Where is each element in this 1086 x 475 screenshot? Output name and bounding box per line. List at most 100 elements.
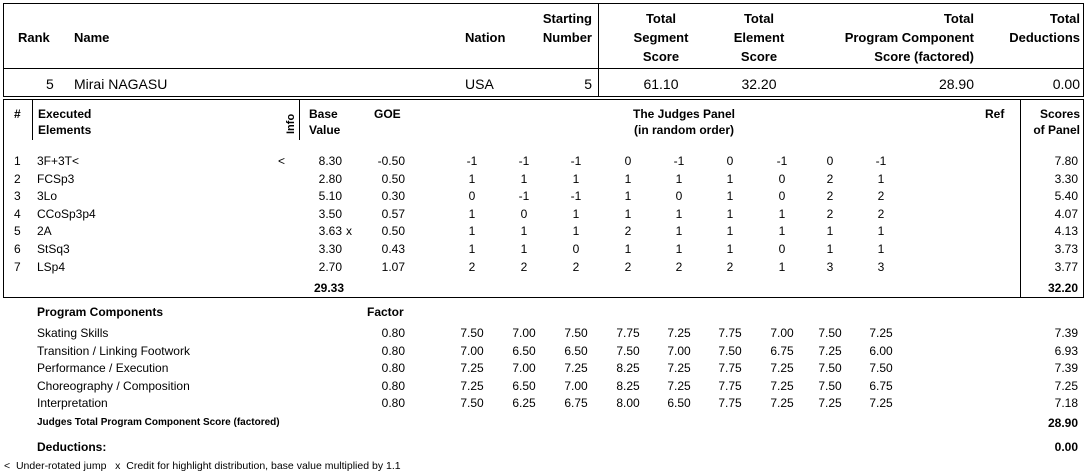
judge-mark: 7.25 [770, 378, 794, 393]
divider [32, 100, 33, 140]
judge-mark: 6.75 [564, 396, 588, 411]
element-score: 7.80 [1054, 154, 1078, 168]
component-name: Performance / Execution [37, 361, 169, 376]
element-score: 5.40 [1054, 189, 1078, 204]
judge-mark: 1 [675, 224, 683, 239]
judge-mark: 7.25 [770, 396, 794, 411]
judge-mark: 6.00 [869, 343, 893, 358]
judge-mark: 0 [468, 189, 476, 204]
judge-mark: 2 [826, 189, 834, 204]
component-name: Transition / Linking Footwork [37, 343, 190, 358]
judge-mark: 1 [624, 189, 632, 204]
judge-mark: -1 [570, 189, 582, 204]
judge-mark: 0 [520, 206, 528, 221]
judge-mark: 1 [675, 171, 683, 186]
skater-name: Mirai NAGASU [74, 76, 168, 92]
nation-value: USA [465, 76, 494, 92]
judge-mark: 7.00 [512, 326, 536, 340]
judge-mark: 3 [826, 259, 834, 274]
element-number: 3 [14, 189, 21, 204]
judge-mark: 7.25 [667, 326, 691, 340]
judge-mark: 6.75 [869, 378, 893, 393]
element-name: FCSp3 [37, 171, 75, 186]
judge-mark: 7.25 [460, 378, 484, 393]
judge-mark: 0 [826, 154, 834, 168]
judge-mark: 2 [675, 259, 683, 274]
divider [299, 100, 300, 140]
element-goe: 0.43 [381, 242, 405, 256]
judge-mark: 7.75 [718, 396, 742, 411]
element-base-value: 2.80 [318, 171, 342, 186]
ref-header: Ref [985, 107, 1005, 121]
judge-mark: 1 [778, 259, 786, 274]
element-goe: 0.30 [381, 189, 405, 204]
component-score: 7.25 [1054, 378, 1078, 393]
judge-mark: 1 [726, 171, 734, 186]
element-goe: 0.57 [381, 206, 405, 221]
element-name: 3F+3T< [37, 154, 80, 168]
component-factor: 0.80 [381, 361, 405, 376]
element-number: 5 [14, 224, 21, 239]
judge-mark: -1 [875, 154, 887, 168]
element-name: LSp4 [37, 259, 66, 274]
judge-mark: 1 [778, 206, 786, 221]
judge-mark: 6.75 [770, 343, 794, 358]
judge-mark: 7.50 [869, 361, 893, 376]
element-goe: -0.50 [377, 154, 405, 168]
judge-mark: 7.25 [667, 378, 691, 393]
judge-mark: 7.50 [616, 343, 640, 358]
element-name: 3Lo [37, 189, 58, 204]
element-goe: 0.50 [381, 171, 405, 186]
element-number: 4 [14, 206, 21, 221]
element-goe: 1.07 [381, 259, 405, 274]
base-value-total: 29.33 [313, 281, 344, 295]
judge-mark: 1 [726, 189, 734, 204]
element-name: StSq3 [37, 242, 70, 256]
judge-mark: 8.25 [616, 378, 640, 393]
divider [598, 4, 599, 96]
judge-mark: 1 [624, 206, 632, 221]
component-name: Choreography / Composition [37, 378, 190, 393]
nation-header: Nation [465, 30, 506, 45]
judge-mark: 7.50 [818, 378, 842, 393]
judge-mark: 1 [726, 224, 734, 239]
judge-mark: -1 [570, 154, 582, 168]
judge-mark: 2 [726, 259, 734, 274]
element-score: 4.07 [1054, 206, 1078, 221]
judge-mark: -1 [673, 154, 685, 168]
element-base-flag: x [346, 224, 352, 239]
deductions-value: 0.00 [1054, 440, 1078, 454]
judge-mark: 0 [624, 154, 632, 168]
component-name: Skating Skills [37, 326, 109, 340]
component-factor: 0.80 [381, 396, 405, 411]
element-name: 2A [37, 224, 52, 239]
judge-mark: 1 [520, 224, 528, 239]
judge-mark: 1 [468, 242, 476, 256]
deductions-header: Total Deductions [1009, 11, 1080, 45]
element-name: CCoSp3p4 [37, 206, 96, 221]
judge-mark: 7.75 [718, 361, 742, 376]
rank-value: 5 [46, 76, 54, 92]
judge-mark: 1 [468, 171, 476, 186]
deductions-value: 0.00 [1052, 76, 1080, 92]
component-score: 7.39 [1054, 326, 1078, 340]
judge-mark: 6.50 [512, 343, 536, 358]
judge-mark: 6.25 [512, 396, 536, 411]
judge-mark: 1 [826, 224, 834, 239]
divider [1020, 100, 1021, 297]
judge-mark: 2 [572, 259, 580, 274]
footnote: < Under-rotated jump x Credit for highli… [4, 460, 401, 472]
factor-heading: Factor [367, 305, 404, 319]
elements-score-total: 32.20 [1047, 281, 1078, 295]
starting-number-header: Starting Number [542, 11, 592, 45]
judge-mark: 0 [572, 242, 580, 256]
judge-mark: -1 [518, 189, 530, 204]
judge-mark: 1 [572, 224, 580, 239]
judge-mark: 7.00 [770, 326, 794, 340]
judge-mark: 3 [877, 259, 885, 274]
judge-mark: 7.50 [564, 326, 588, 340]
base-value-header: Base Value [309, 107, 341, 137]
element-base-value: 5.10 [318, 189, 342, 204]
judge-mark: 0 [726, 154, 734, 168]
judge-mark: 7.50 [718, 343, 742, 358]
